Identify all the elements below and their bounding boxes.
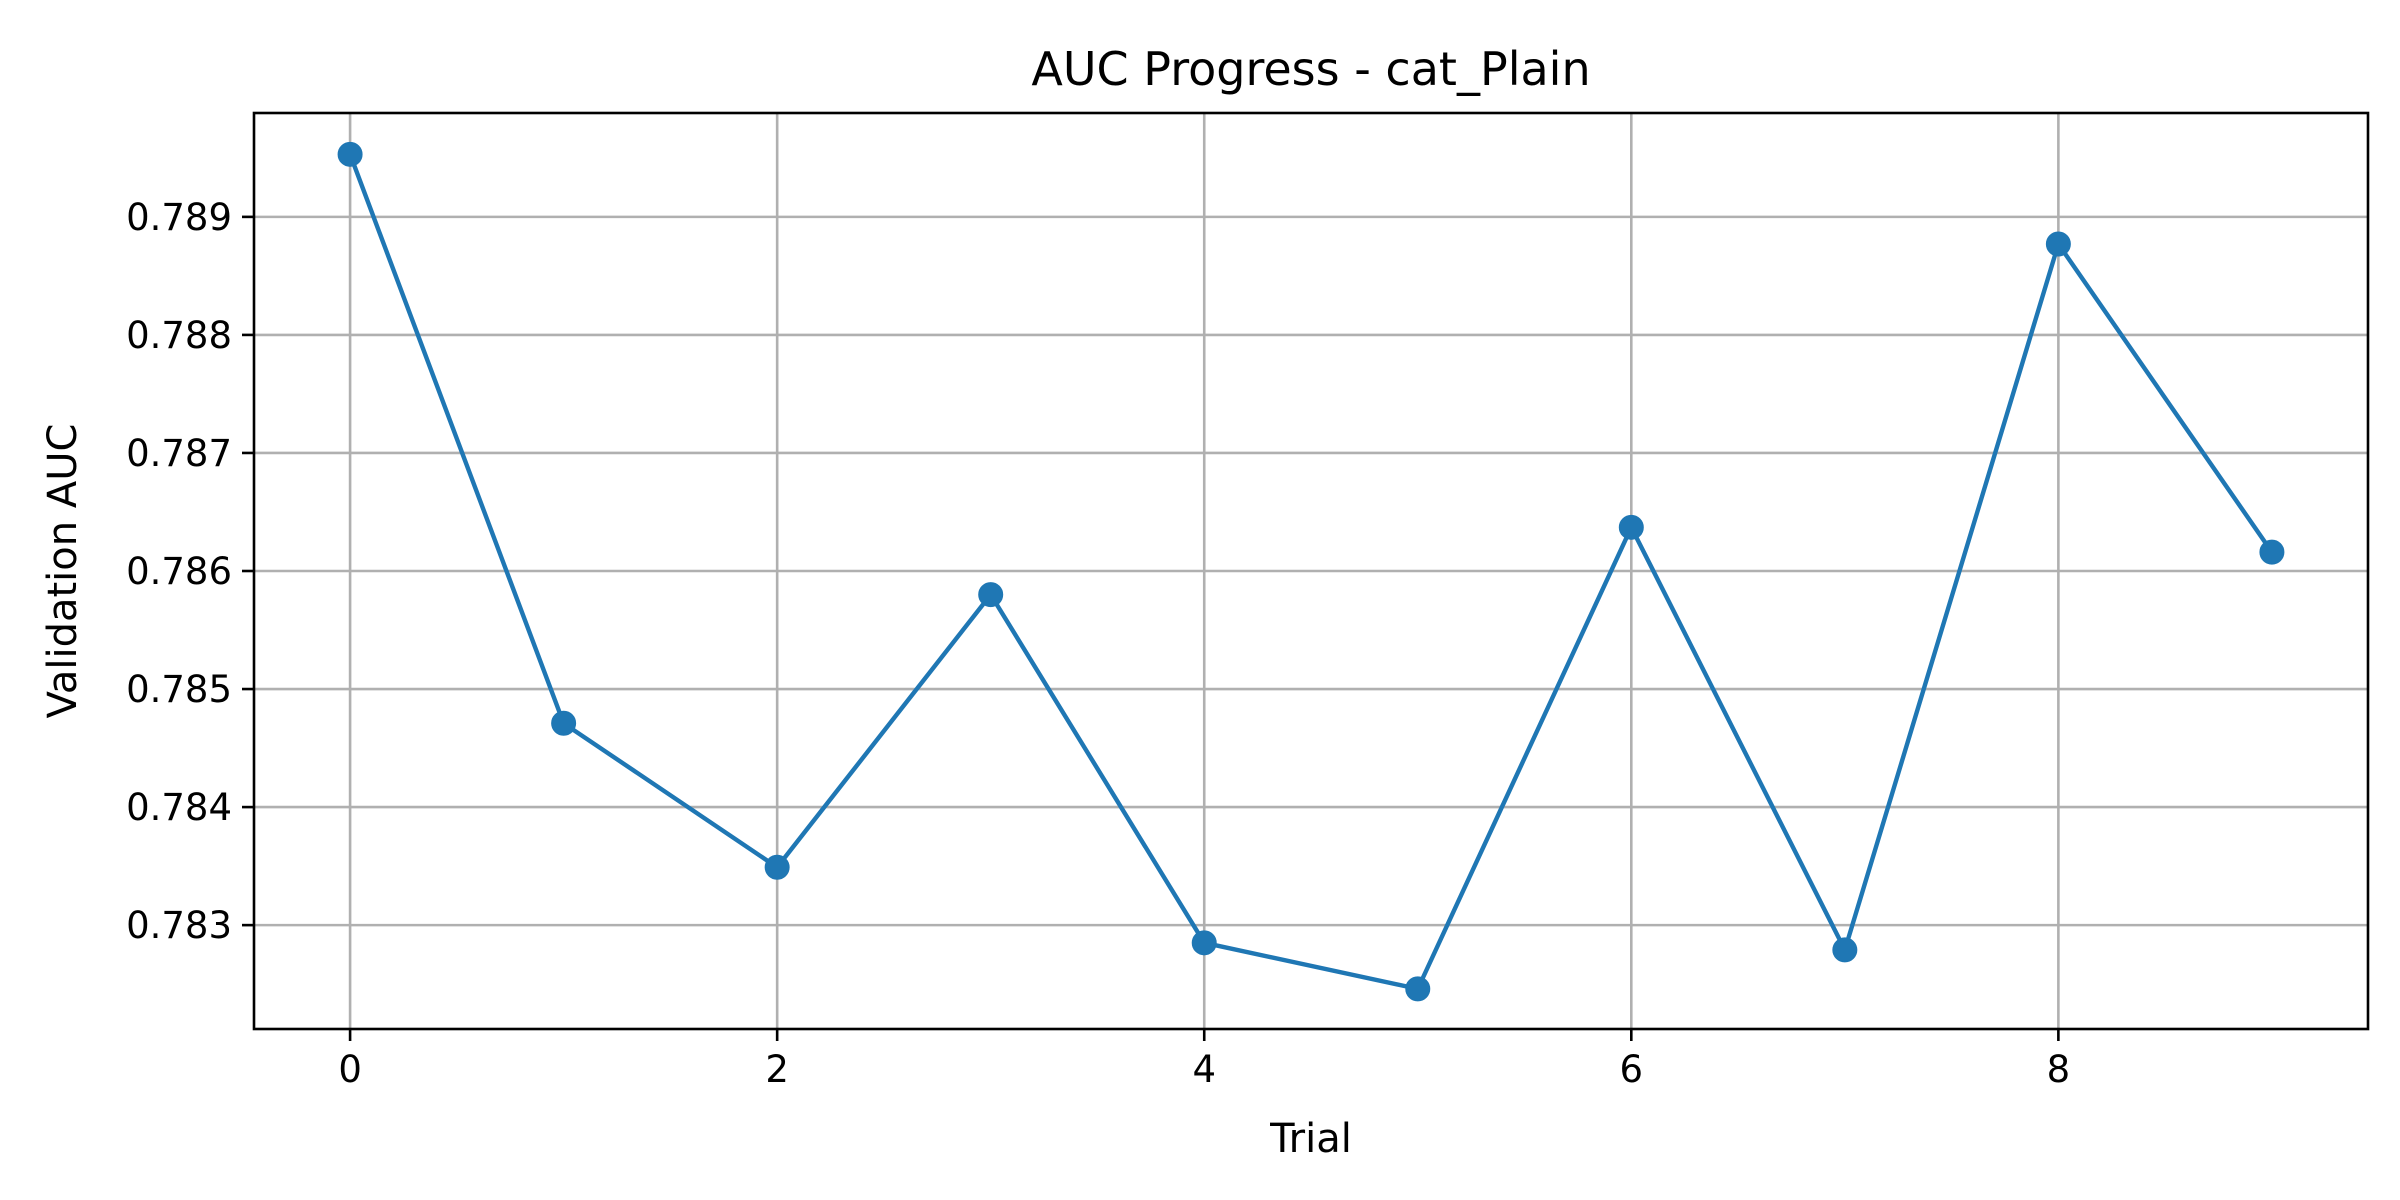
y-tick-label: 0.784 bbox=[126, 786, 232, 829]
y-tick-label: 0.783 bbox=[126, 904, 232, 947]
series-layer bbox=[337, 141, 2285, 1002]
data-point bbox=[1405, 976, 1431, 1002]
data-point bbox=[1832, 937, 1858, 963]
x-tick-label: 8 bbox=[2047, 1048, 2071, 1091]
data-point bbox=[2045, 231, 2071, 257]
grid-lines bbox=[254, 113, 2368, 1029]
data-point bbox=[2259, 539, 2285, 565]
y-tick-label: 0.786 bbox=[126, 550, 232, 593]
x-tick-label: 2 bbox=[765, 1048, 789, 1091]
y-axis-title: Validation AUC bbox=[40, 424, 86, 719]
x-tick-label: 6 bbox=[1620, 1048, 1644, 1091]
y-tick-label: 0.789 bbox=[126, 196, 232, 239]
y-tick-label: 0.785 bbox=[126, 668, 232, 711]
data-point bbox=[337, 141, 363, 167]
x-tick-label: 0 bbox=[338, 1048, 362, 1091]
data-point bbox=[1191, 930, 1217, 956]
axis-ticks: 0 2 4 6 8 0.783 0.784 0.785 0.786 0.787 0.788 0.789 bbox=[126, 196, 2070, 1091]
data-point bbox=[978, 582, 1004, 608]
data-point bbox=[764, 854, 790, 880]
y-tick-label: 0.787 bbox=[126, 432, 232, 475]
data-point bbox=[1618, 514, 1644, 540]
x-tick-label: 4 bbox=[1192, 1048, 1216, 1091]
series-line bbox=[348, 153, 2274, 992]
y-tick-label: 0.788 bbox=[126, 314, 232, 357]
chart-title: AUC Progress - cat_Plain bbox=[1031, 42, 1590, 96]
x-axis-title: Trial bbox=[1269, 1116, 1352, 1162]
data-point bbox=[551, 710, 577, 736]
